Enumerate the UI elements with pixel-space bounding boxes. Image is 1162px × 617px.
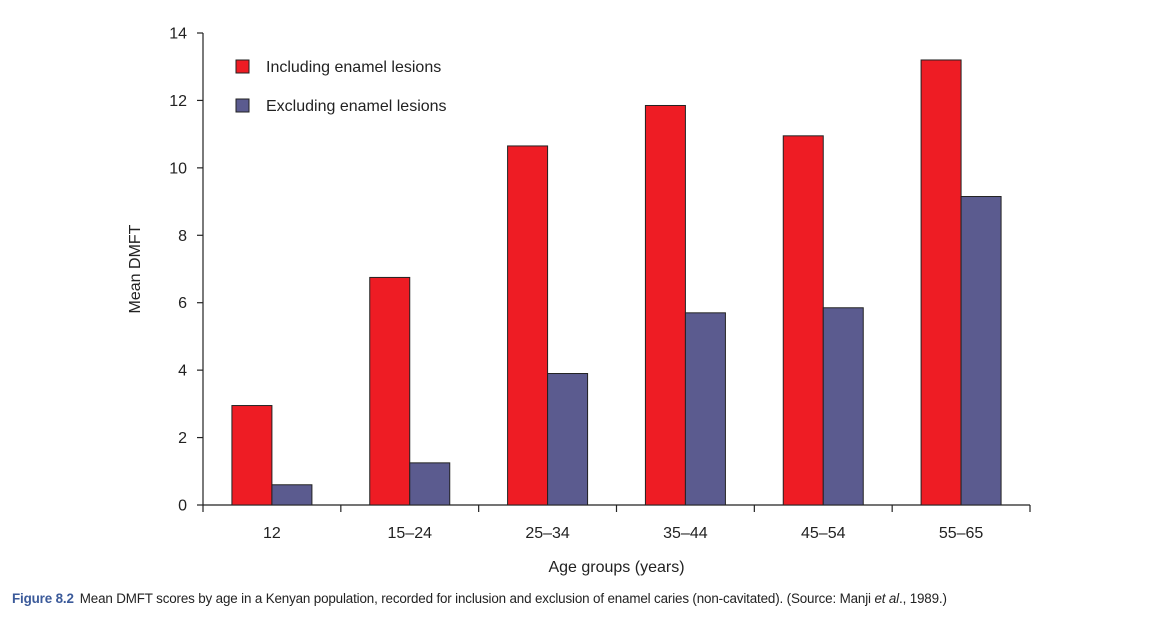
bar-including: [507, 145, 549, 506]
caption-text: Mean DMFT scores by age in a Kenyan popu…: [79, 591, 875, 606]
x-axis-title: Age groups (years): [548, 559, 684, 576]
y-tick-label: 0: [178, 498, 187, 515]
x-tick-label: 25–34: [525, 525, 570, 542]
y-tick-label: 4: [178, 363, 187, 380]
bar-excluding: [547, 373, 589, 506]
bar-including: [369, 276, 411, 506]
chart-axes: 0 2 4 6 8 10 12 14 12 15–24 25–34 35–44 45–54 55–65: [169, 26, 1031, 542]
figure-label: Figure 8.2: [12, 591, 74, 606]
y-tick-label: 10: [169, 160, 187, 177]
chart-bars: [231, 59, 1002, 506]
bar-including: [920, 59, 962, 506]
y-tick-label: 2: [178, 430, 187, 447]
x-tick-label: 15–24: [388, 525, 433, 542]
legend-label: Excluding enamel lesions: [266, 98, 447, 115]
bar-excluding: [960, 196, 1002, 506]
legend-swatch: [235, 98, 250, 113]
y-tick-label: 6: [178, 295, 187, 312]
y-tick-label: 12: [169, 93, 187, 110]
bar-including: [644, 104, 686, 506]
caption-text-end: ., 1989.): [899, 591, 947, 606]
x-tick-label: 45–54: [801, 525, 846, 542]
bar-including: [231, 405, 273, 506]
x-tick-label: 12: [263, 525, 281, 542]
x-tick-label: 55–65: [939, 525, 984, 542]
legend-label: Including enamel lesions: [266, 59, 441, 76]
figure-caption: Figure 8.2 Mean DMFT scores by age in a K…: [12, 591, 947, 606]
bar-including: [782, 135, 824, 506]
y-tick-label: 8: [178, 228, 187, 245]
bar-excluding: [271, 484, 313, 506]
y-tick-label: 14: [169, 26, 187, 43]
bar-excluding: [684, 312, 726, 506]
caption-italic-text: et al: [874, 591, 899, 606]
bar-excluding: [822, 307, 864, 506]
bar-excluding: [409, 462, 451, 506]
x-tick-label: 35–44: [663, 525, 708, 542]
y-axis-title: Mean DMFT: [127, 224, 144, 313]
chart-legend: Including enamel lesions Excluding enamel…: [235, 59, 447, 115]
legend-swatch: [235, 59, 250, 74]
